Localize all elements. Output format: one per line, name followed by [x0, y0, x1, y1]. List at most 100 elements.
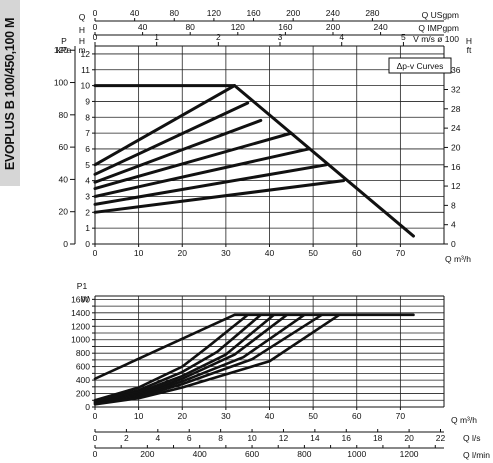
ls-tick-label: 8 — [218, 433, 223, 443]
impgpm-tick-label: 40 — [138, 22, 148, 32]
impgpm-tick-label: 160 — [278, 22, 292, 32]
lmin-axis-label: Q l/min — [463, 450, 490, 460]
velocity-tick-label: 1 — [154, 32, 159, 42]
impgpm-tick-label: 120 — [231, 22, 245, 32]
lmin-tick-label: 1200 — [400, 449, 419, 459]
top-h-tick-label: 9 — [85, 96, 90, 106]
top-x-tick-label: 60 — [352, 248, 362, 258]
top-h-tick-label: 8 — [85, 112, 90, 122]
bottom-y-tick-label: 600 — [76, 362, 90, 372]
lmin-tick-label: 800 — [297, 449, 311, 459]
top-h-tick-label: 2 — [85, 207, 90, 217]
bottom-y-tick-label: 1600 — [71, 294, 90, 304]
usgpm-tick-label: 0 — [93, 8, 98, 18]
top-kpa-tick-label: 100 — [54, 78, 68, 88]
head-curve — [93, 147, 311, 198]
top-h-tick-label: 6 — [85, 144, 90, 154]
usgpm-axis-label: Q USgpm — [422, 10, 459, 20]
top-ft-tick-label: 12 — [451, 181, 461, 191]
top-kpa-tick-label: 0 — [63, 239, 68, 249]
top-ft-tick-label: 20 — [451, 142, 461, 152]
bottom-y-tick-label: 800 — [76, 348, 90, 358]
top-ft-tick-label: 4 — [451, 220, 456, 230]
bottom-y-tick-label: 1200 — [71, 321, 90, 331]
bottom-x-tick-label: 30 — [221, 411, 231, 421]
bottom-y-tick-label: 200 — [76, 389, 90, 399]
ls-tick-label: 6 — [187, 433, 192, 443]
top-x-tick-label: 30 — [221, 248, 231, 258]
top-ft-tick-label: 0 — [451, 239, 456, 249]
top-h-tick-label: 5 — [85, 160, 90, 170]
top-h-tick-label: 11 — [81, 65, 90, 75]
head-curve — [93, 131, 293, 191]
top-x-tick-label: 40 — [265, 248, 275, 258]
usgpm-tick-label: 80 — [170, 8, 180, 18]
bottom-x-tick-label: 10 — [134, 411, 144, 421]
lmin-tick-label: 600 — [245, 449, 259, 459]
impgpm-tick-label: 200 — [326, 22, 340, 32]
head-curve — [93, 101, 250, 176]
ft-axis-label-ft: ft — [467, 45, 472, 55]
power-curve — [93, 313, 263, 403]
lmin-tick-label: 400 — [193, 449, 207, 459]
ft-axis-label-h: H — [466, 36, 472, 46]
p1-axis-unit: W — [81, 294, 89, 304]
ls-tick-label: 12 — [279, 433, 289, 443]
power-curve — [93, 313, 415, 381]
bottom-y-tick-label: 0 — [85, 402, 90, 412]
velocity-tick-label: 5 — [401, 32, 406, 42]
top-ft-tick-label: 28 — [451, 104, 461, 114]
product-label-band: EVOPLUS B 100/450,100 M — [0, 0, 20, 186]
power-curve — [93, 313, 276, 403]
top-h-left-label-upper: H — [79, 25, 85, 35]
top-ft-tick-label: 24 — [451, 123, 461, 133]
top-x-tick-label: 10 — [134, 248, 144, 258]
usgpm-tick-label: 40 — [130, 8, 140, 18]
top-ft-tick-label: 32 — [451, 85, 461, 95]
usgpm-tick-label: 160 — [246, 8, 260, 18]
ls-tick-label: 0 — [93, 433, 98, 443]
ls-tick-label: 14 — [310, 433, 320, 443]
bottom-y-tick-label: 1400 — [71, 308, 90, 318]
lmin-tick-label: 0 — [93, 449, 98, 459]
ls-tick-label: 4 — [155, 433, 160, 443]
ls-tick-label: 18 — [373, 433, 383, 443]
usgpm-tick-label: 120 — [207, 8, 221, 18]
top-kpa-tick-label: 40 — [59, 174, 69, 184]
usgpm-tick-label: 280 — [365, 8, 379, 18]
top-x-tick-label: 70 — [396, 248, 406, 258]
bottom-x-tick-label: 20 — [178, 411, 188, 421]
impgpm-axis-label: Q IMPgpm — [418, 23, 459, 33]
head-curve — [93, 118, 263, 184]
velocity-tick-label: 4 — [339, 32, 344, 42]
top-kpa-tick-label: 80 — [59, 110, 69, 120]
top-kpa-tick-label: 20 — [59, 207, 69, 217]
lmin-tick-label: 200 — [140, 449, 154, 459]
power-curve — [93, 313, 249, 402]
bottom-y-tick-label: 1000 — [71, 335, 90, 345]
top-h-tick-label: 4 — [85, 176, 90, 186]
top-x-tick-label: 50 — [308, 248, 318, 258]
top-x-tick-label: 20 — [178, 248, 188, 258]
top-h-tick-label: 12 — [81, 49, 91, 59]
top-kpa-tick-label: 120 — [54, 45, 68, 55]
velocity-tick-label: 2 — [216, 32, 221, 42]
ls-tick-label: 16 — [342, 433, 352, 443]
kpa-axis-label-unit: kPa — [57, 45, 72, 55]
head-curve — [93, 163, 328, 206]
bottom-y-tick-label: 400 — [76, 375, 90, 385]
top-h-tick-label: 3 — [85, 191, 90, 201]
top-ft-tick-label: 8 — [451, 200, 456, 210]
head-curve — [93, 84, 237, 167]
velocity-tick-label: 3 — [278, 32, 283, 42]
legend-title: Δp-v Curves — [397, 61, 444, 71]
top-h-tick-label: 10 — [81, 81, 91, 91]
ls-axis-label: Q l/s — [463, 433, 480, 443]
impgpm-tick-label: 80 — [185, 22, 195, 32]
bottom-x-tick-label: 0 — [93, 411, 98, 421]
p1-axis-label: P1 — [77, 281, 88, 291]
top-h-tick-label: 1 — [85, 223, 90, 233]
power-curve — [93, 313, 341, 406]
kpa-axis-label-p: P — [61, 36, 67, 46]
top-x-axis-label: Q m³/h — [445, 254, 471, 264]
